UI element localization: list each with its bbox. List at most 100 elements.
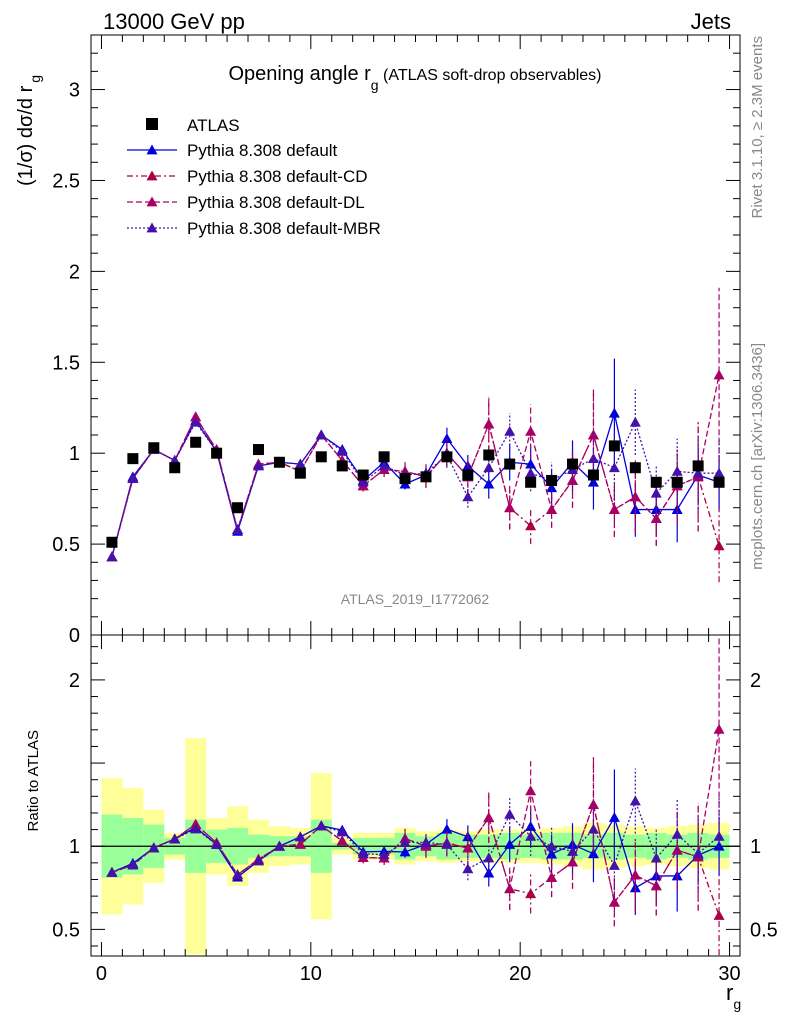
ratio-series-point (713, 723, 725, 734)
series-point (357, 476, 369, 487)
y-tick-label: 2 (69, 261, 80, 283)
data-point (587, 469, 599, 481)
data-point (546, 474, 558, 486)
ratio-series-point (504, 838, 516, 849)
series-point (587, 429, 599, 440)
ratio-series-point (336, 835, 348, 846)
ratio-series-point (546, 840, 558, 851)
data-point (462, 469, 474, 481)
y-tick-label: 3 (69, 80, 80, 102)
series-point (692, 467, 704, 478)
y-axis-label: (1/σ) dσ/d rg (15, 75, 43, 186)
ratio-y-tick-label-right: 0.5 (750, 919, 778, 941)
data-point (420, 471, 432, 483)
series-point (462, 491, 474, 502)
rivet-label: Rivet 3.1.10, ≥ 2.3M events (749, 36, 766, 219)
ratio-series-point (211, 839, 223, 849)
ratio-series-point (629, 869, 641, 880)
x-tick-label: 20 (509, 963, 531, 985)
series-point (525, 467, 537, 478)
y-tick-label: 0.5 (52, 534, 80, 556)
data-point (483, 449, 495, 461)
x-tick-label: 30 (718, 963, 740, 985)
data-point (399, 473, 411, 485)
ratio-series-point (336, 826, 348, 837)
ratio-series-point (504, 883, 516, 894)
ratio-series-point (483, 867, 495, 878)
data-point (378, 451, 390, 463)
data-point (357, 469, 369, 481)
legend-marker-data (146, 118, 158, 130)
ratio-y-tick-label: 0.5 (52, 919, 80, 941)
ratio-series-point (713, 840, 725, 851)
ratio-series-point (420, 836, 432, 847)
ratio-series-point (294, 831, 306, 842)
legend-marker-1 (146, 170, 158, 181)
legend-label-data: ATLAS (187, 116, 240, 135)
series-point (608, 407, 620, 418)
ratio-y-axis-label: Ratio to ATLAS (25, 730, 42, 831)
legend-marker-3 (146, 222, 158, 233)
series-point (650, 513, 662, 524)
data-point (525, 476, 537, 488)
ratio-series-point (671, 828, 683, 839)
series-point (587, 453, 599, 464)
ratio-series-point (441, 839, 453, 849)
data-point (336, 460, 348, 472)
ratio-series-point (525, 820, 537, 831)
ratio-series-point (483, 852, 495, 863)
ratio-series-point (106, 866, 118, 877)
ratio-series-point (650, 880, 662, 891)
data-point (713, 476, 725, 488)
data-point (567, 458, 579, 470)
legend-label-0: Pythia 8.308 default (187, 141, 338, 160)
series-point (294, 458, 306, 469)
legend-label-1: Pythia 8.308 default-CD (187, 167, 368, 186)
ratio-series-point (294, 838, 306, 849)
ratio-series-point (190, 823, 202, 834)
ratio-series-point (567, 856, 579, 867)
data-point (294, 467, 306, 479)
series-point (650, 487, 662, 498)
series-point (608, 462, 620, 473)
legend-marker-0 (146, 144, 158, 155)
y-tick-label: 1 (69, 443, 80, 465)
series-point (378, 460, 390, 471)
series-point (483, 418, 495, 429)
series-point (190, 411, 202, 422)
ratio-series-point (525, 830, 537, 841)
ratio-series-point (587, 823, 599, 834)
ratio-panel: 0 10 20 30 0.5 0.5 1 1 2 2 (52, 634, 778, 985)
data-point (692, 460, 704, 472)
series-point (483, 478, 495, 489)
data-point (252, 444, 264, 456)
chart-title: Opening angle rg (ATLAS soft-drop observ… (228, 63, 601, 93)
ratio-series-point (378, 849, 390, 860)
series-point (608, 504, 620, 514)
ratio-series-point (127, 859, 139, 870)
legend-marker-2 (146, 196, 158, 207)
y-tick-label: 1.5 (52, 352, 80, 374)
legend-label-3: Pythia 8.308 default-MBR (187, 219, 381, 238)
ratio-series-point (525, 785, 537, 796)
ratio-series-line-3 (111, 799, 720, 876)
beam-label: 13000 GeV pp (103, 9, 245, 34)
data-point (608, 440, 620, 452)
ratio-y-tick-label-right: 1 (750, 836, 761, 858)
ratio-series-point (273, 840, 285, 851)
series-point (127, 473, 139, 484)
category-label: Jets (691, 9, 731, 34)
series-point (525, 458, 537, 469)
ratio-series-point (462, 863, 474, 874)
ratio-series-point (169, 833, 181, 844)
ratio-series-point (252, 855, 264, 866)
x-axis-label: rg (726, 980, 741, 1012)
ratio-series-point (357, 848, 369, 859)
series-point (106, 551, 118, 562)
ratio-series-point (713, 910, 725, 920)
series-point (713, 540, 725, 551)
series-line-3 (111, 420, 720, 557)
series-point (713, 369, 725, 380)
ratio-series-point (232, 869, 244, 880)
